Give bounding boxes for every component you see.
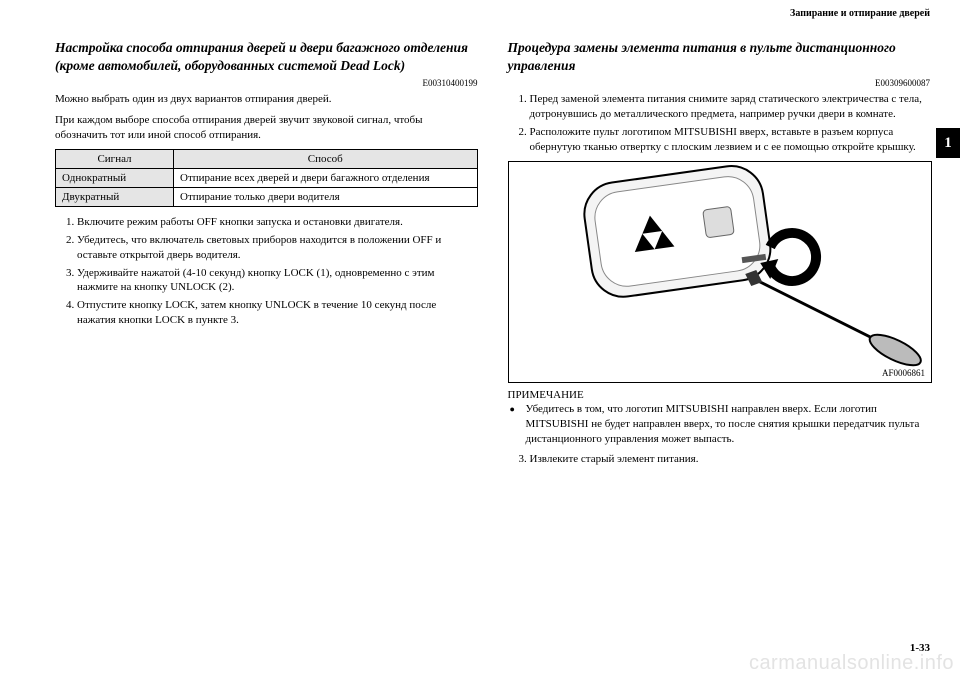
table-row: Двукратный Отпирание только двери водите…: [56, 187, 478, 206]
right-steps-a: Перед заменой элемента питания снимите з…: [508, 92, 931, 154]
left-heading: Настройка способа отпирания дверей и две…: [55, 39, 478, 75]
signal-table: Сигнал Способ Однократный Отпирание всех…: [55, 149, 478, 207]
table-cell-signal: Однократный: [56, 168, 174, 187]
list-item: Отпустите кнопку LOCK, затем кнопку UNLO…: [77, 298, 478, 328]
right-steps-b: Извлеките старый элемент питания.: [508, 452, 931, 467]
right-docid: E00309600087: [508, 78, 931, 88]
list-item: Расположите пульт логотипом MITSUBISHI в…: [530, 125, 931, 155]
table-cell-method: Отпирание только двери водителя: [174, 187, 477, 206]
left-intro-2: При каждом выборе способа отпирания двер…: [55, 113, 478, 143]
list-item: Удерживайте нажатой (4-10 секунд) кнопку…: [77, 266, 478, 296]
right-column: Процедура замены элемента питания в пуль…: [508, 39, 931, 473]
list-item: Убедитесь в том, что логотип MITSUBISHI …: [522, 402, 931, 447]
right-heading: Процедура замены элемента питания в пуль…: [508, 39, 931, 75]
page-body: Настройка способа отпирания дверей и две…: [0, 19, 960, 483]
watermark: carmanualsonline.info: [749, 652, 954, 675]
left-column: Настройка способа отпирания дверей и две…: [55, 39, 478, 473]
section-tab: 1: [936, 128, 960, 158]
left-docid: E00310400199: [55, 78, 478, 88]
list-item: Убедитесь, что включатель световых прибо…: [77, 233, 478, 263]
note-list: Убедитесь в том, что логотип MITSUBISHI …: [508, 402, 931, 447]
list-item: Перед заменой элемента питания снимите з…: [530, 92, 931, 122]
battery-illustration: AF0006861: [508, 161, 933, 383]
note-title: ПРИМЕЧАНИЕ: [508, 389, 931, 401]
illustration-id: AF0006861: [882, 368, 925, 378]
list-item: Включите режим работы OFF кнопки запуска…: [77, 215, 478, 230]
table-header-signal: Сигнал: [56, 149, 174, 168]
left-intro-1: Можно выбрать один из двух вариантов отп…: [55, 92, 478, 107]
table-cell-method: Отпирание всех дверей и двери багажного …: [174, 168, 477, 187]
left-steps: Включите режим работы OFF кнопки запуска…: [55, 215, 478, 328]
table-row: Однократный Отпирание всех дверей и двер…: [56, 168, 478, 187]
table-header-method: Способ: [174, 149, 477, 168]
running-header: Запирание и отпирание дверей: [0, 0, 960, 19]
list-item: Извлеките старый элемент питания.: [530, 452, 931, 467]
keyfob-svg: [509, 162, 932, 382]
table-cell-signal: Двукратный: [56, 187, 174, 206]
